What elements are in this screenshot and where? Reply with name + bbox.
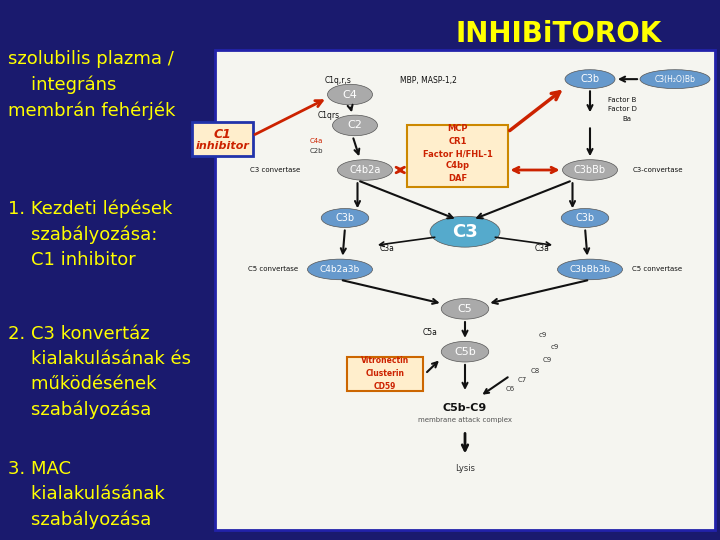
Text: C6: C6 — [505, 387, 515, 393]
Text: CD59: CD59 — [374, 382, 396, 391]
Text: C9: C9 — [543, 357, 552, 363]
Text: C1q,r,s: C1q,r,s — [325, 76, 352, 85]
Text: membrane attack complex: membrane attack complex — [418, 417, 512, 423]
FancyBboxPatch shape — [192, 122, 253, 156]
FancyBboxPatch shape — [408, 125, 508, 187]
Text: C3b: C3b — [575, 213, 595, 223]
Text: C7: C7 — [518, 377, 527, 383]
Text: C3bBb3b: C3bBb3b — [570, 265, 611, 274]
Text: C5a: C5a — [423, 328, 438, 338]
Text: Factor H/FHL-1: Factor H/FHL-1 — [423, 149, 492, 158]
Text: C2: C2 — [348, 120, 362, 131]
Text: szolubilis plazma /
    integráns
membrán fehérjék: szolubilis plazma / integráns membrán fe… — [8, 50, 176, 119]
Text: C3 convertase: C3 convertase — [250, 167, 300, 173]
Ellipse shape — [321, 208, 369, 227]
Text: C5 convertase: C5 convertase — [248, 266, 297, 272]
Text: C2b: C2b — [310, 148, 323, 154]
Text: C8: C8 — [531, 368, 539, 374]
Text: C5: C5 — [458, 304, 472, 314]
Text: INHIBiTOROK: INHIBiTOROK — [455, 20, 661, 48]
Text: C3(H₂O)Bb: C3(H₂O)Bb — [654, 75, 696, 84]
Text: 2. C3 konvertáz
    kialakulásának és
    működésének
    szabályozása: 2. C3 konvertáz kialakulásának és működé… — [8, 325, 191, 418]
Text: C4: C4 — [343, 90, 357, 99]
Text: C3a: C3a — [380, 245, 395, 253]
Ellipse shape — [338, 160, 392, 180]
Text: C4a: C4a — [310, 138, 323, 144]
Text: Factor D: Factor D — [608, 106, 636, 112]
Ellipse shape — [562, 208, 608, 227]
Text: C5 convertase: C5 convertase — [632, 266, 683, 272]
Text: 1. Kezdeti lépések
    szabályozása:
    C1 inhibitor: 1. Kezdeti lépések szabályozása: C1 inhi… — [8, 200, 172, 269]
Text: 3. MAC
    kialakulásának
    szabályozása: 3. MAC kialakulásának szabályozása — [8, 460, 165, 529]
Ellipse shape — [333, 115, 377, 136]
Text: inhibitor: inhibitor — [196, 141, 249, 151]
Ellipse shape — [441, 341, 489, 362]
Ellipse shape — [441, 299, 489, 319]
Text: DAF: DAF — [448, 174, 467, 183]
Text: C3bBb: C3bBb — [574, 165, 606, 175]
Text: C3: C3 — [452, 222, 478, 241]
Text: Ba: Ba — [623, 116, 631, 122]
Text: Factor B: Factor B — [608, 97, 636, 103]
Text: Vitronectin: Vitronectin — [361, 356, 409, 365]
Text: CR1: CR1 — [449, 137, 467, 146]
Ellipse shape — [557, 259, 623, 280]
Text: C5b: C5b — [454, 347, 476, 357]
Ellipse shape — [565, 70, 615, 89]
Ellipse shape — [562, 160, 618, 180]
Ellipse shape — [430, 217, 500, 247]
Text: C1: C1 — [214, 127, 231, 140]
Text: C5b-C9: C5b-C9 — [443, 403, 487, 413]
Text: C3b: C3b — [580, 74, 600, 84]
Text: Clusterin: Clusterin — [366, 369, 405, 378]
FancyBboxPatch shape — [348, 357, 423, 391]
Text: Lysis: Lysis — [455, 464, 475, 473]
Text: C3b: C3b — [336, 213, 354, 223]
Text: MBP, MASP-1,2: MBP, MASP-1,2 — [400, 76, 457, 85]
Text: MCP: MCP — [447, 124, 468, 133]
Text: C3a: C3a — [535, 245, 550, 253]
Text: C3-convertase: C3-convertase — [632, 167, 683, 173]
Text: C4bp: C4bp — [446, 161, 469, 171]
Ellipse shape — [328, 84, 372, 105]
Text: c9: c9 — [551, 343, 559, 349]
Text: C1qrs: C1qrs — [318, 111, 340, 120]
FancyBboxPatch shape — [215, 50, 715, 530]
Ellipse shape — [640, 70, 710, 89]
Text: C4b2a: C4b2a — [349, 165, 381, 175]
Text: C4b2a3b: C4b2a3b — [320, 265, 360, 274]
Text: c9: c9 — [539, 332, 546, 338]
Ellipse shape — [307, 259, 372, 280]
